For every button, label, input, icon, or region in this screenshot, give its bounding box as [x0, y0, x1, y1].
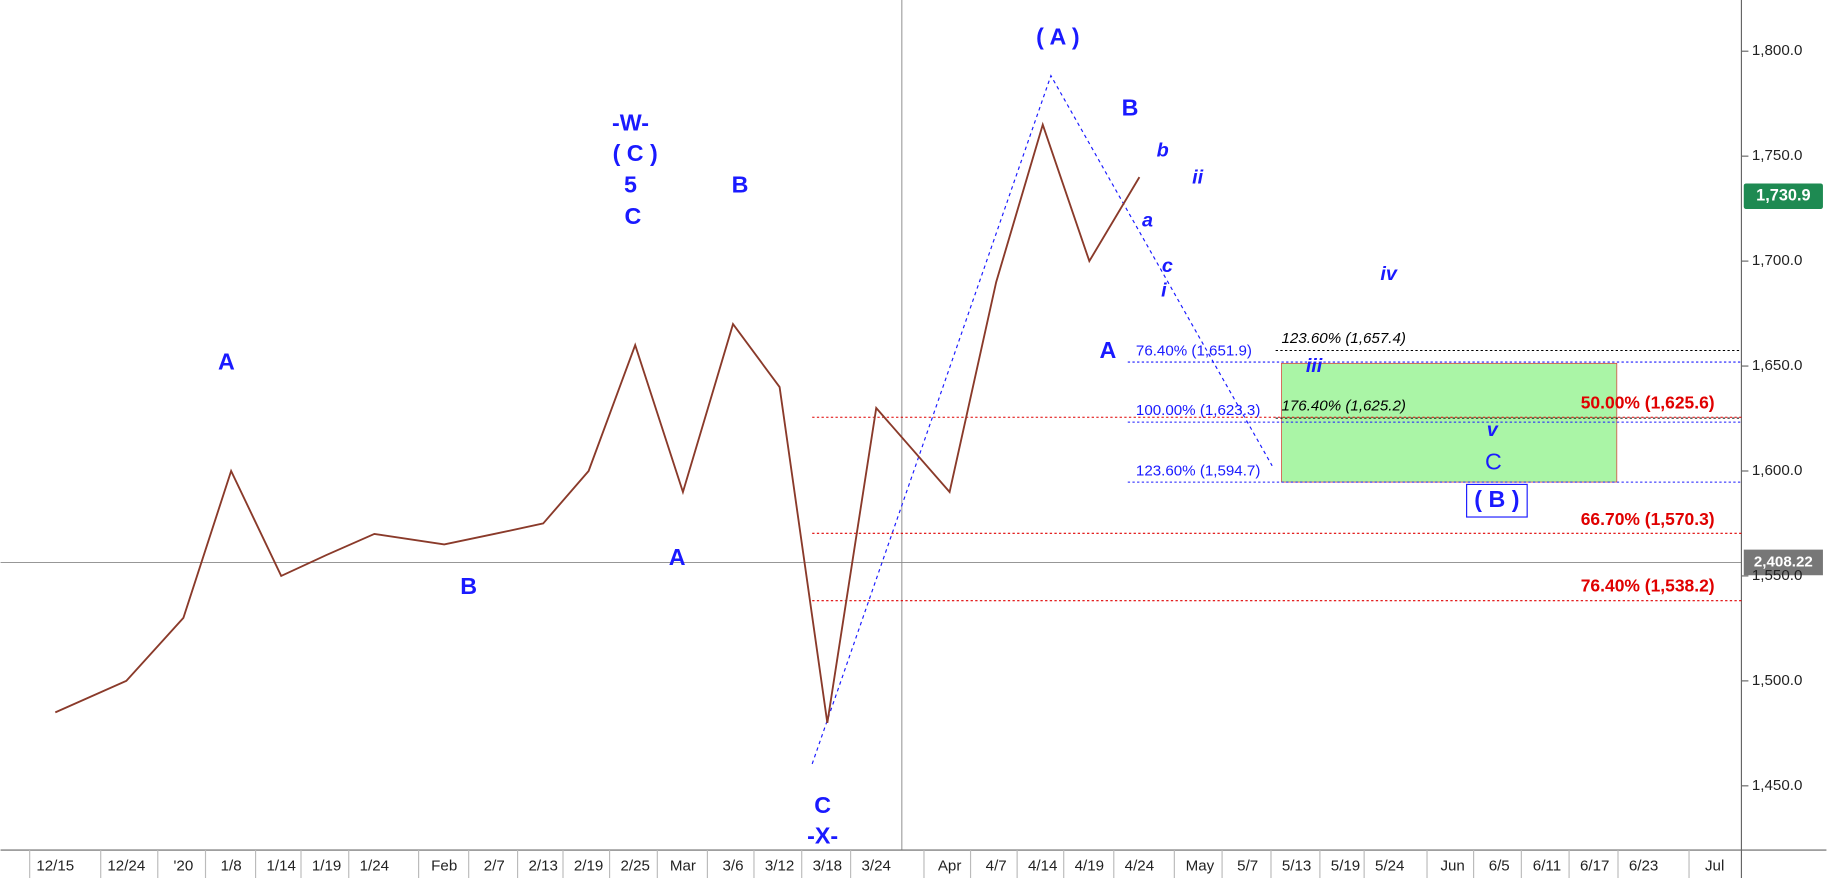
crosshair-tag [1743, 549, 1823, 576]
y-tick-label: 1,800.0 [1752, 42, 1802, 59]
x-tick-label: 6/17 [1580, 857, 1609, 874]
wave-label: a [1142, 209, 1153, 231]
x-tick-label: 4/19 [1075, 857, 1104, 874]
x-tick-label: May [1186, 857, 1215, 874]
x-tick-label: 3/12 [765, 857, 794, 874]
wave-label: b [1157, 140, 1169, 162]
wave-label: C [624, 203, 641, 229]
x-tick-label: 3/18 [813, 857, 842, 874]
fib-label: 50.00% (1,625.6) [1581, 393, 1715, 413]
wave-label: A [218, 348, 235, 374]
y-tick-label: 1,450.0 [1752, 777, 1802, 794]
fib-label: 76.40% (1,651.9) [1136, 343, 1252, 360]
wave-label: v [1487, 419, 1499, 441]
wave-label: -W- [612, 110, 649, 136]
wave-label: A [1100, 337, 1117, 363]
x-tick-label: 2/25 [620, 857, 649, 874]
wave-label: ii [1192, 166, 1203, 188]
y-tick-label: 1,700.0 [1752, 252, 1802, 269]
wave-label: -X- [807, 822, 838, 848]
last-price-label: 1,730.9 [1756, 187, 1810, 205]
x-tick-label: 3/6 [722, 857, 743, 874]
x-tick-label: 5/19 [1331, 857, 1360, 874]
x-tick-label: 4/7 [986, 857, 1007, 874]
fib-label: 66.70% (1,570.3) [1581, 509, 1715, 529]
wave-label: i [1161, 279, 1167, 301]
wave-label: ( A ) [1036, 24, 1080, 50]
x-tick-label: 6/11 [1533, 857, 1561, 874]
x-tick-label: 5/13 [1282, 857, 1311, 874]
wave-label: B [732, 171, 749, 197]
x-tick-label: 1/14 [266, 857, 295, 874]
x-tick-label: 6/5 [1489, 857, 1510, 874]
x-tick-label: 5/7 [1237, 857, 1258, 874]
wave-label: ( B ) [1474, 486, 1519, 512]
wave-label: B [1122, 95, 1139, 121]
x-tick-label: Jun [1440, 857, 1464, 874]
wave-trendline [811, 74, 1273, 765]
x-tick-label: 2/19 [574, 857, 603, 874]
x-tick-label: '20 [174, 857, 194, 874]
last-price-tag [1743, 183, 1823, 210]
x-tick-label: 12/24 [107, 857, 145, 874]
wave-label: c [1162, 255, 1173, 277]
crosshair-label: 2,408.22 [1754, 553, 1813, 570]
wave-label: iii [1306, 355, 1323, 377]
y-tick-label: 1,600.0 [1752, 462, 1802, 479]
wave-label: C [1485, 449, 1502, 475]
wave-label: 5 [624, 171, 637, 197]
x-tick-label: 5/24 [1375, 857, 1404, 874]
fib-label: 123.60% (1,594.7) [1136, 463, 1260, 480]
fib-label: 123.60% (1,657.4) [1281, 330, 1405, 347]
target-zone [1281, 362, 1618, 483]
y-tick-label: 1,500.0 [1752, 672, 1802, 689]
x-tick-label: 2/13 [528, 857, 557, 874]
x-tick-label: Jul [1705, 857, 1724, 874]
x-tick-label: Mar [670, 857, 696, 874]
price-line [54, 121, 1141, 724]
wave-box [1466, 483, 1528, 518]
x-tick-label: 3/24 [862, 857, 891, 874]
x-tick-label: 1/8 [221, 857, 242, 874]
x-tick-label: 1/24 [360, 857, 389, 874]
wave-label: C [814, 792, 831, 818]
fib-label: 76.40% (1,538.2) [1581, 575, 1715, 595]
x-tick-label: 4/14 [1028, 857, 1057, 874]
x-tick-label: Apr [938, 857, 962, 874]
y-tick-label: 1,650.0 [1752, 357, 1802, 374]
x-tick-label: 12/15 [36, 857, 74, 874]
wave-label: ( C ) [613, 140, 658, 166]
x-tick-label: 4/24 [1125, 857, 1154, 874]
y-tick-label: 1,750.0 [1752, 147, 1802, 164]
wave-label: B [460, 573, 477, 599]
wave-label: A [669, 544, 686, 570]
fib-label: 100.00% (1,623.3) [1136, 402, 1260, 419]
wave-label: iv [1380, 263, 1397, 285]
y-tick-label: 1,550.0 [1752, 567, 1802, 584]
x-tick-label: 2/7 [484, 857, 505, 874]
x-tick-label: 6/23 [1629, 857, 1658, 874]
fib-label: 176.40% (1,625.2) [1281, 397, 1405, 414]
x-tick-label: Feb [431, 857, 457, 874]
x-tick-label: 1/19 [312, 857, 341, 874]
